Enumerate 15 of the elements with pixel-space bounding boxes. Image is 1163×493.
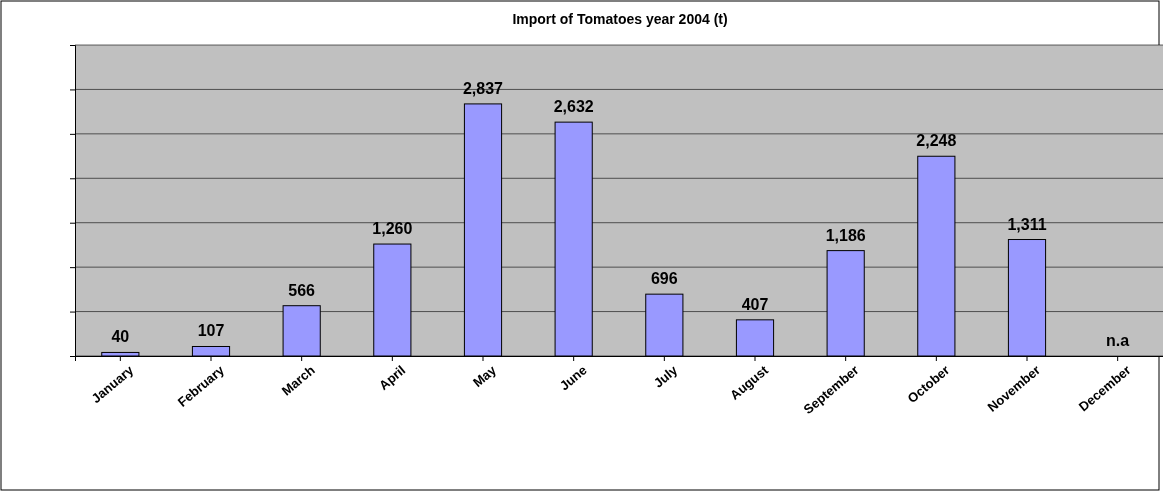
data-label: 2,248: [916, 132, 957, 150]
data-label: 696: [650, 270, 678, 288]
data-label: 566: [288, 281, 316, 299]
data-label: 1,311: [1007, 215, 1047, 233]
data-label: 2,632: [553, 98, 594, 116]
data-label: 40: [111, 328, 130, 346]
data-label: 1,186: [825, 226, 866, 244]
data-label: 407: [741, 295, 769, 313]
x-tick-label: July: [650, 361, 681, 391]
text: n.a: [1106, 332, 1130, 349]
x-tick-label: May: [469, 361, 500, 391]
data-label: 1,260: [372, 220, 413, 238]
data-label: 2,837: [462, 79, 504, 97]
data-label: 107: [197, 322, 225, 340]
chart-title: Import of Tomatoes year 2004 (t): [512, 11, 728, 27]
